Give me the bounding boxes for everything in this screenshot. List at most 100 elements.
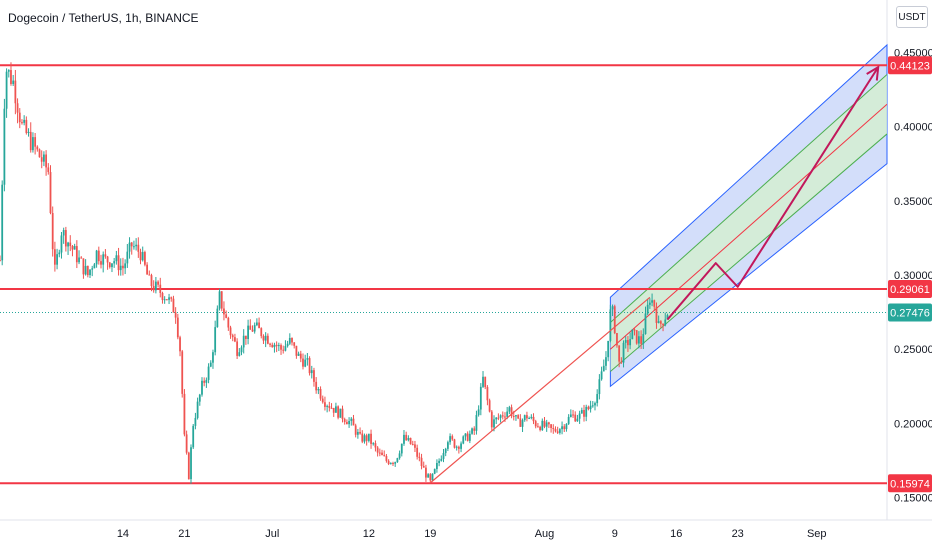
- candle-body: [493, 419, 495, 428]
- time-tick-label: 21: [178, 528, 190, 540]
- time-axis[interactable]: 14 21 Jul 12 19 Aug 9 16 23 Sep: [117, 528, 827, 540]
- candle-body: [183, 393, 186, 435]
- candle-body: [385, 456, 388, 461]
- candle-body: [205, 379, 208, 383]
- candle-body: [141, 252, 144, 261]
- candle-body: [330, 407, 333, 409]
- candle-body: [565, 423, 568, 430]
- candle-body: [117, 255, 120, 271]
- candle-body: [319, 389, 322, 399]
- candle-body: [488, 400, 491, 412]
- level-price-tag-label: 0.29061: [890, 284, 930, 296]
- candle-body: [666, 315, 669, 320]
- candle-body: [216, 308, 219, 328]
- level-price-tag: [888, 279, 932, 298]
- candle-body: [528, 418, 531, 420]
- candle-body: [137, 244, 140, 252]
- candle-body: [504, 416, 506, 418]
- candle-body: [249, 325, 252, 330]
- candle-body: [86, 265, 89, 276]
- candle-body: [282, 349, 285, 351]
- candle-body: [356, 431, 359, 435]
- candle-body: [190, 447, 192, 480]
- candle-body: [613, 306, 616, 334]
- candle-body: [251, 329, 254, 332]
- level-price-tag-label: 0.44123: [890, 60, 930, 72]
- candle-body: [567, 416, 570, 424]
- candle-body: [640, 336, 642, 344]
- candle-body: [124, 263, 127, 269]
- channel-line-inner-lower: [610, 133, 888, 372]
- candle-body: [539, 426, 542, 431]
- candle-body: [367, 433, 370, 441]
- candle-body: [130, 242, 133, 247]
- candle-body: [400, 443, 403, 454]
- channel-band-inner: [610, 74, 887, 372]
- candle-body: [607, 340, 610, 358]
- time-tick-label: Jul: [265, 528, 279, 540]
- currency-button[interactable]: USDT: [896, 6, 928, 28]
- candle-body: [284, 346, 287, 351]
- candle-body: [587, 406, 590, 410]
- candle-body: [512, 415, 515, 417]
- candle-body: [389, 463, 392, 465]
- candle-body: [348, 420, 350, 425]
- candle-body: [277, 345, 280, 347]
- candle-body: [53, 249, 56, 265]
- candle-body: [578, 413, 581, 419]
- candle-body: [18, 112, 21, 123]
- trend-line[interactable]: [429, 296, 651, 484]
- candle-body: [146, 264, 149, 275]
- candle-body: [253, 325, 256, 332]
- candle-body: [444, 448, 447, 454]
- candle-body: [574, 414, 577, 422]
- candle-body: [152, 286, 155, 291]
- candle-body: [67, 242, 69, 247]
- candle-body: [273, 344, 276, 348]
- candle-body: [407, 437, 410, 441]
- projection-arrow[interactable]: [666, 65, 880, 321]
- candle-body: [596, 394, 599, 404]
- candle-body: [580, 410, 583, 414]
- candle-body: [209, 362, 212, 367]
- candle-body: [501, 415, 504, 417]
- candle-body: [75, 246, 78, 263]
- candle-body: [306, 358, 309, 360]
- candle-body: [622, 342, 625, 363]
- candle-body: [471, 428, 473, 434]
- candle-body: [260, 328, 263, 337]
- candle-body: [517, 415, 520, 419]
- candle-body: [635, 330, 638, 344]
- candle-body: [295, 345, 298, 356]
- candle-body: [335, 406, 337, 413]
- price-axis[interactable]: 0.45000 0.40000 0.35000 0.30000 0.25000 0.200…: [888, 47, 932, 505]
- candle-body: [238, 352, 241, 356]
- candle-body: [176, 317, 179, 338]
- candle-body: [409, 437, 412, 445]
- candle-body: [168, 297, 170, 300]
- candle-body: [365, 435, 368, 441]
- candle-body: [170, 297, 173, 299]
- candle-body: [521, 420, 524, 427]
- candle-body: [403, 434, 405, 444]
- horizontal-levels[interactable]: [0, 64, 887, 485]
- candle-body: [29, 131, 32, 151]
- candle-body: [321, 398, 324, 403]
- candle-body: [313, 370, 315, 382]
- candle-body: [429, 474, 432, 481]
- candle-body: [576, 418, 579, 422]
- candle-body: [374, 443, 377, 448]
- candle-body: [341, 408, 344, 420]
- candle-body: [100, 261, 102, 265]
- candle-body: [633, 329, 636, 331]
- candle-body: [486, 387, 489, 401]
- candle-body: [23, 119, 26, 123]
- regression-channel[interactable]: [609, 43, 888, 388]
- candle-body: [457, 446, 460, 449]
- candle-body: [631, 329, 634, 340]
- candle-body: [440, 458, 443, 461]
- price-tick-label: 0.25000: [894, 344, 932, 356]
- candle-body: [5, 71, 8, 109]
